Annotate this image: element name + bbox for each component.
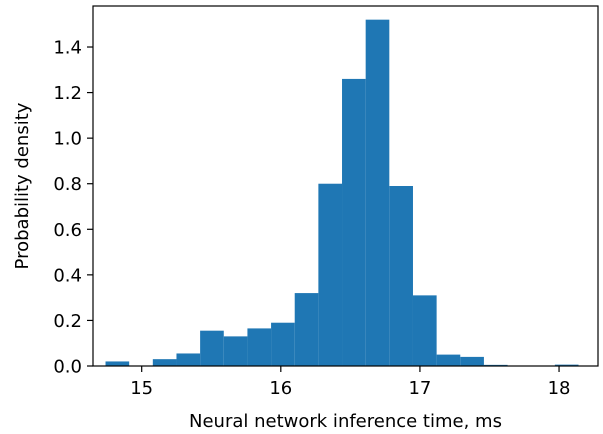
histogram-bar: [247, 328, 272, 366]
y-axis-title: Probability density: [12, 102, 33, 269]
histogram-bar: [152, 359, 177, 366]
histogram-bar: [223, 336, 248, 366]
histogram-bar: [342, 78, 366, 367]
x-tick-label: 15: [130, 378, 153, 399]
histogram-bar: [176, 353, 201, 366]
histogram-bar: [200, 330, 224, 366]
y-tick-label: 0.0: [53, 357, 82, 378]
bars-layer: [105, 19, 579, 367]
y-tick-label: 0.6: [53, 220, 82, 241]
plot-frame: [92, 5, 599, 367]
x-axis-ticks: 15 16 17 18: [130, 366, 570, 399]
histogram-bar: [389, 186, 413, 366]
y-tick-label: 1.2: [53, 83, 82, 104]
y-tick-label: 1.0: [53, 129, 82, 150]
y-tick-label: 0.2: [53, 311, 82, 332]
histogram-bar: [105, 361, 130, 366]
histogram-bar: [365, 19, 390, 366]
x-tick-label: 17: [408, 378, 431, 399]
x-tick-label: 18: [548, 378, 571, 399]
x-tick-label: 16: [269, 378, 292, 399]
histogram-bar: [294, 293, 319, 366]
histogram-bar: [554, 364, 579, 366]
y-tick-label: 0.4: [53, 265, 82, 286]
histogram-bar: [412, 295, 437, 366]
y-tick-label: 0.8: [53, 174, 82, 195]
histogram-bar: [436, 354, 461, 366]
histogram-bar: [318, 183, 343, 366]
x-axis-title: Neural network inference time, ms: [189, 411, 502, 432]
y-axis-ticks: 0.0 0.2 0.4 0.6 0.8 1.0 1.2 1.4: [53, 38, 93, 378]
histogram-bar: [460, 356, 484, 366]
histogram-bar: [271, 322, 295, 366]
y-tick-label: 1.4: [53, 38, 82, 59]
